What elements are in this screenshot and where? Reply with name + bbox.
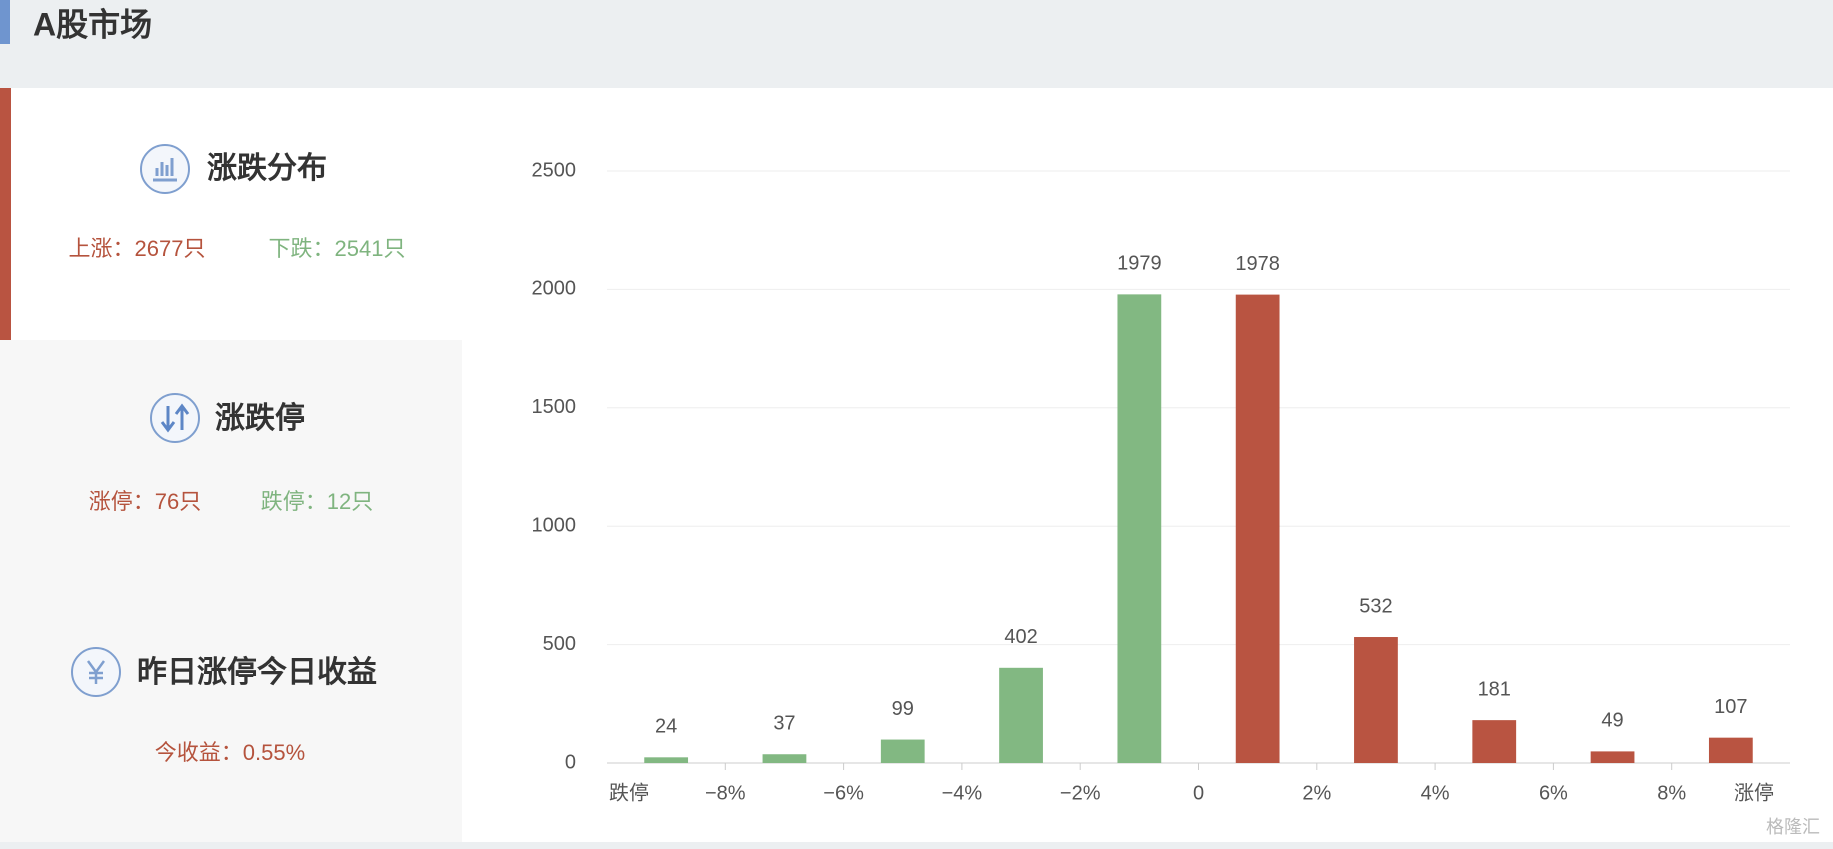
y-tick-label: 500 bbox=[543, 633, 576, 655]
panel-title: 涨跌停 bbox=[215, 402, 305, 435]
bar bbox=[880, 739, 925, 763]
x-tick-label: −2% bbox=[1060, 782, 1101, 804]
y-tick-label: 1000 bbox=[532, 514, 577, 536]
value-label: 181 bbox=[1478, 678, 1511, 700]
y-tick-label: 1500 bbox=[532, 396, 577, 418]
bar bbox=[1235, 294, 1280, 763]
x-tick-label: 跌停 bbox=[609, 781, 649, 804]
bar bbox=[644, 757, 689, 763]
panel-title: 昨日涨停今日收益 bbox=[137, 655, 377, 689]
value-label: 99 bbox=[892, 698, 914, 720]
value-label: 1978 bbox=[1235, 253, 1280, 275]
y-tick-label: 0 bbox=[565, 751, 576, 773]
value-label: 49 bbox=[1601, 710, 1623, 732]
value-label: 532 bbox=[1359, 595, 1392, 617]
stat: 上涨：2677只 bbox=[69, 236, 206, 261]
side-bg bbox=[0, 340, 462, 842]
x-tick-label: 2% bbox=[1302, 782, 1331, 804]
header-bg bbox=[0, 0, 1833, 88]
x-tick-label: 8% bbox=[1657, 782, 1686, 804]
x-tick-label: 4% bbox=[1421, 782, 1450, 804]
bar bbox=[762, 754, 807, 763]
x-tick-label: 涨停 bbox=[1734, 781, 1774, 804]
value-label: 24 bbox=[655, 716, 677, 738]
stat: 涨停：76只 bbox=[89, 489, 201, 514]
bar bbox=[1708, 737, 1753, 763]
x-tick-label: −8% bbox=[705, 782, 746, 804]
bar bbox=[1117, 294, 1162, 763]
stat: 下跌：2541只 bbox=[269, 236, 406, 261]
stat: 跌停：12只 bbox=[261, 489, 373, 514]
x-tick-label: −6% bbox=[823, 782, 864, 804]
bar bbox=[999, 667, 1043, 763]
icon-yield bbox=[71, 647, 121, 697]
active-indicator bbox=[0, 88, 11, 340]
icon-distribution bbox=[140, 144, 190, 194]
value-label: 402 bbox=[1004, 626, 1037, 648]
bar bbox=[1472, 720, 1517, 763]
header-title: A股市场 bbox=[33, 6, 152, 42]
icon-limit bbox=[150, 393, 200, 443]
y-tick-label: 2500 bbox=[532, 159, 577, 181]
value-label: 37 bbox=[773, 713, 795, 735]
chart: 0 500 1000 1500 2000 2500 跌停 −8% −6% −4% −2% 0 2% 4% 6… bbox=[532, 159, 1790, 804]
bar bbox=[1354, 637, 1398, 763]
value-label: 1979 bbox=[1117, 253, 1162, 275]
x-tick-label: 6% bbox=[1539, 782, 1568, 804]
bar bbox=[1590, 751, 1635, 763]
panel-title: 涨跌分布 bbox=[207, 152, 327, 185]
watermark: 格隆汇 bbox=[1766, 817, 1820, 837]
stat: 今收益：0.55% bbox=[155, 740, 305, 765]
x-tick-label: −4% bbox=[942, 782, 983, 804]
x-tick-label: 0 bbox=[1193, 782, 1204, 804]
y-tick-label: 2000 bbox=[532, 278, 577, 300]
header-accent bbox=[0, 0, 10, 44]
value-label: 107 bbox=[1714, 696, 1747, 718]
